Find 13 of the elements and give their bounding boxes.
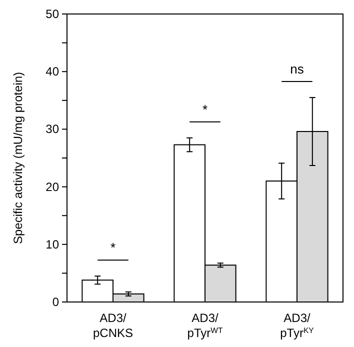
y-tick-label: 50: [46, 7, 60, 21]
annotation: *: [110, 240, 116, 256]
x-tick-label: AD3/ pCNKS: [92, 311, 134, 340]
x-tick-label: AD3/ pTyr$^{KY}$: [280, 311, 315, 340]
y-axis-title: Specific activity (mU/mg protein): [11, 72, 25, 244]
x-tick-label: AD3/ pTyr$^{WT}$: [187, 311, 223, 340]
y-tick-label: 0: [52, 295, 60, 309]
annotation: *: [202, 102, 208, 117]
y-tick-label: 10: [46, 237, 60, 252]
y-tick-label: 20: [46, 180, 60, 194]
annotation: ns: [290, 62, 304, 77]
y-tick-label: 30: [46, 122, 60, 136]
y-tick-label: 40: [46, 64, 60, 79]
